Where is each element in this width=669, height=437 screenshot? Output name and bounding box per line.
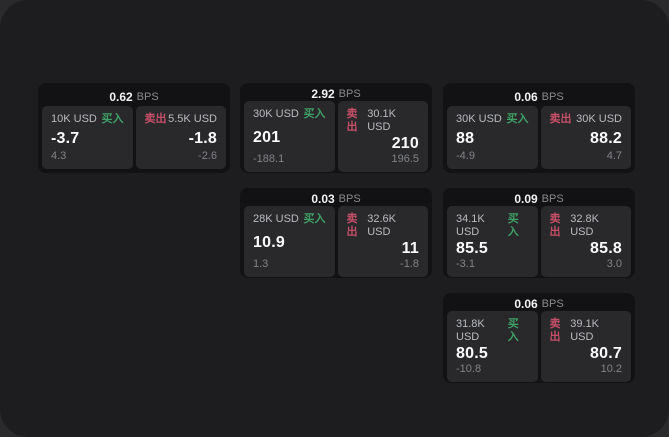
bps-value: 0.03 — [311, 192, 335, 206]
quote-card: 0.06 BPS 30K USD 买入 88 -4.9 卖出 — [443, 83, 635, 173]
buy-label: 买入 — [303, 108, 326, 120]
buy-price: -3.7 — [51, 129, 80, 147]
sell-label: 卖出 — [549, 113, 572, 125]
bps-value: 2.92 — [311, 87, 335, 101]
buy-amount: 30K USD — [456, 113, 502, 125]
buy-label: 买入 — [506, 113, 529, 125]
sell-quote-panel[interactable]: 卖出 30K USD 88.2 4.7 — [540, 106, 631, 169]
buy-quote-panel[interactable]: 30K USD 买入 201 -188.1 — [244, 101, 335, 172]
quote-column-3: 0.06 BPS 30K USD 买入 88 -4.9 卖出 — [443, 83, 635, 383]
bps-unit: BPS — [541, 90, 564, 103]
sell-quote-panel[interactable]: 卖出 32.6K USD 11 -1.8 — [337, 206, 428, 277]
buy-sub-value: 1.3 — [253, 258, 269, 270]
buy-sub-value: -10.8 — [456, 363, 482, 375]
buy-sub-value: -3.1 — [456, 258, 475, 270]
quote-card: 0.03 BPS 28K USD 买入 10.9 1.3 卖出 — [240, 188, 432, 278]
buy-amount: 34.1K USD — [456, 213, 485, 238]
sell-sub-value: 10.2 — [600, 363, 622, 375]
buy-label: 买入 — [303, 213, 326, 225]
buy-price: 85.5 — [456, 240, 488, 257]
quote-panels: 34.1K USD 买入 85.5 -3.1 卖出 32.8K USD 85.8… — [447, 206, 631, 277]
sell-sub-value: 196.5 — [391, 153, 419, 165]
bps-value: 0.62 — [109, 89, 133, 104]
quote-card: 0.62 BPS 10K USD 买入 -3.7 4.3 卖出 — [38, 83, 230, 173]
quote-card: 2.92 BPS 30K USD 买入 201 -188.1 卖出 — [240, 83, 432, 173]
buy-label: 买入 — [101, 113, 124, 125]
bps-value: 0.06 — [514, 297, 538, 311]
quote-panels: 28K USD 买入 10.9 1.3 卖出 32.6K USD 11 -1.8 — [244, 206, 428, 277]
buy-price: 10.9 — [253, 233, 285, 251]
buy-label: 买入 — [507, 213, 519, 238]
buy-sub-value: 4.3 — [51, 150, 67, 162]
card-header: 2.92 BPS — [244, 87, 428, 101]
buy-price: 201 — [253, 128, 281, 146]
bps-unit: BPS — [338, 88, 361, 100]
buy-quote-panel[interactable]: 34.1K USD 买入 85.5 -3.1 — [447, 206, 538, 277]
quote-card: 0.06 BPS 31.8K USD 买入 80.5 -10.8 卖 — [443, 293, 635, 383]
buy-amount: 28K USD — [253, 213, 299, 225]
sell-amount: 39.1K USD — [570, 318, 599, 343]
sell-label: 卖出 — [346, 213, 358, 238]
card-header: 0.06 BPS — [447, 87, 631, 106]
sell-amount: 30K USD — [576, 113, 622, 125]
quote-panels: 10K USD 买入 -3.7 4.3 卖出 5.5K USD -1.8 -2.… — [42, 106, 226, 169]
sell-quote-panel[interactable]: 卖出 30.1K USD 210 196.5 — [337, 101, 428, 172]
sell-sub-value: 3.0 — [606, 258, 622, 270]
sell-quote-panel[interactable]: 卖出 32.8K USD 85.8 3.0 — [540, 206, 631, 277]
buy-amount: 30K USD — [253, 108, 299, 120]
bps-value: 0.06 — [514, 89, 538, 104]
quote-panels: 31.8K USD 买入 80.5 -10.8 卖出 39.1K USD 80.… — [447, 311, 631, 382]
quote-panels: 30K USD 买入 201 -188.1 卖出 30.1K USD 210 1… — [244, 101, 428, 172]
bps-unit: BPS — [541, 298, 564, 310]
buy-quote-panel[interactable]: 28K USD 买入 10.9 1.3 — [244, 206, 335, 277]
quote-column-2: 2.92 BPS 30K USD 买入 201 -188.1 卖出 — [240, 83, 432, 278]
card-header: 0.62 BPS — [42, 87, 226, 106]
bps-unit: BPS — [338, 193, 361, 205]
buy-amount: 31.8K USD — [456, 318, 485, 343]
bps-value: 0.09 — [514, 192, 538, 206]
bps-unit: BPS — [541, 193, 564, 205]
quote-card: 0.09 BPS 34.1K USD 买入 85.5 -3.1 卖出 — [443, 188, 635, 278]
buy-quote-panel[interactable]: 10K USD 买入 -3.7 4.3 — [42, 106, 133, 169]
buy-quote-panel[interactable]: 31.8K USD 买入 80.5 -10.8 — [447, 311, 538, 382]
sell-amount: 32.8K USD — [570, 213, 599, 238]
buy-price: 88 — [456, 129, 475, 147]
buy-price: 80.5 — [456, 345, 488, 362]
buy-quote-panel[interactable]: 30K USD 买入 88 -4.9 — [447, 106, 538, 169]
sell-amount: 32.6K USD — [367, 213, 396, 238]
sell-price: 80.7 — [590, 345, 622, 362]
sell-price: 85.8 — [590, 240, 622, 257]
buy-sub-value: -188.1 — [253, 153, 285, 165]
sell-sub-value: -2.6 — [198, 150, 217, 162]
sell-price: 210 — [391, 135, 419, 152]
sell-sub-value: -1.8 — [400, 258, 419, 270]
buy-label: 买入 — [507, 318, 519, 343]
card-header: 0.03 BPS — [244, 192, 428, 206]
sell-label: 卖出 — [144, 113, 167, 125]
sell-quote-panel[interactable]: 卖出 5.5K USD -1.8 -2.6 — [135, 106, 226, 169]
sell-label: 卖出 — [549, 318, 561, 343]
sell-amount: 30.1K USD — [367, 108, 396, 133]
card-header: 0.09 BPS — [447, 192, 631, 206]
buy-sub-value: -4.9 — [456, 150, 475, 162]
sell-price: 11 — [401, 240, 419, 257]
buy-amount: 10K USD — [51, 113, 97, 125]
sell-amount: 5.5K USD — [168, 113, 217, 125]
quote-card-grid: 0.62 BPS 10K USD 买入 -3.7 4.3 卖出 — [38, 83, 635, 383]
quote-column-1: 0.62 BPS 10K USD 买入 -3.7 4.3 卖出 — [38, 83, 230, 173]
quote-panels: 30K USD 买入 88 -4.9 卖出 30K USD 88.2 4.7 — [447, 106, 631, 169]
card-header: 0.06 BPS — [447, 297, 631, 311]
sell-price: 88.2 — [590, 129, 622, 147]
sell-label: 卖出 — [346, 108, 358, 133]
bps-unit: BPS — [136, 90, 159, 103]
sell-sub-value: 4.7 — [606, 150, 622, 162]
sell-price: -1.8 — [188, 129, 217, 147]
sell-label: 卖出 — [549, 213, 561, 238]
sell-quote-panel[interactable]: 卖出 39.1K USD 80.7 10.2 — [540, 311, 631, 382]
